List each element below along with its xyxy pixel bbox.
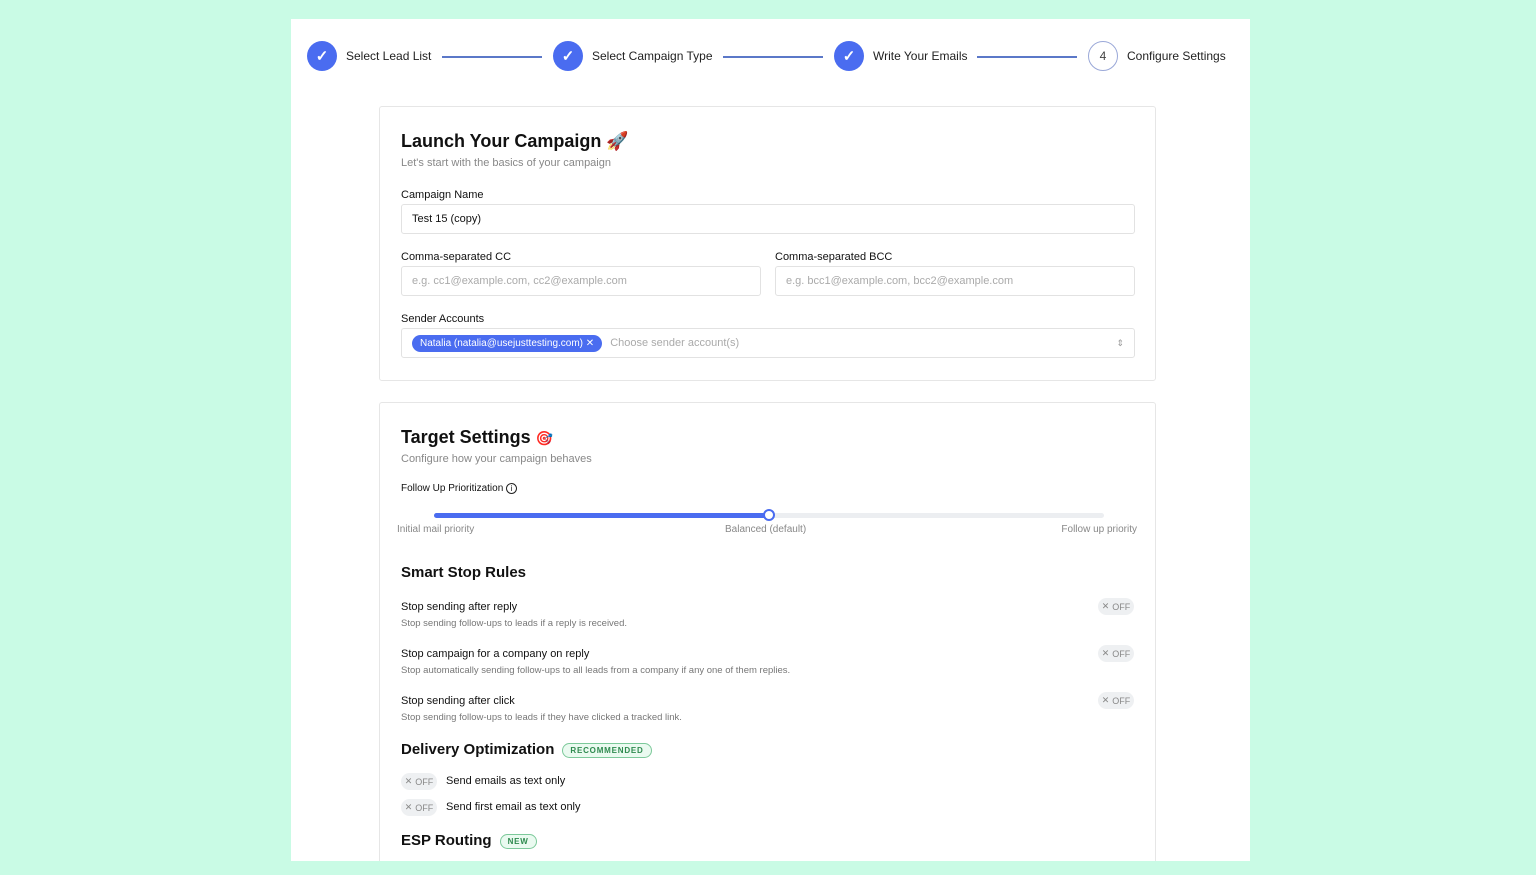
option-label: Send first email as text only	[446, 801, 581, 813]
bcc-input[interactable]: e.g. bcc1@example.com, bcc2@example.com	[775, 266, 1135, 296]
subtitle: Configure how your campaign behaves	[401, 453, 592, 465]
step-label: Write Your Emails	[873, 49, 968, 63]
chip-label: Natalia (natalia@usejusttesting.com)	[420, 337, 584, 349]
target-icon: 🎯	[535, 430, 554, 446]
step-configure-settings[interactable]: 4 Configure Settings	[1088, 41, 1226, 71]
stop-after-reply-toggle[interactable]: ✕ OFF	[1098, 598, 1134, 615]
esp-routing-title: ESP Routing NEW	[401, 832, 537, 849]
x-icon: ✕	[1101, 601, 1110, 611]
step-connector	[442, 56, 542, 58]
delivery-title: Delivery Optimization RECOMMENDED	[401, 741, 652, 758]
sender-accounts-label: Sender Accounts	[401, 313, 485, 325]
toggle-state: OFF	[1112, 648, 1131, 659]
slider-mid-label: Balanced (default)	[725, 524, 807, 535]
check-icon: ✓	[307, 41, 337, 71]
text-only-toggle[interactable]: ✕ OFF	[401, 773, 437, 790]
slider-min-label: Initial mail priority	[397, 524, 475, 535]
step-label: Configure Settings	[1127, 49, 1226, 63]
step-label: Select Lead List	[346, 49, 432, 63]
cc-input[interactable]: e.g. cc1@example.com, cc2@example.com	[401, 266, 761, 296]
step-write-your-emails[interactable]: ✓ Write Your Emails	[834, 41, 967, 71]
smart-stop-title: Smart Stop Rules	[401, 564, 527, 581]
step-connector	[723, 56, 823, 58]
campaign-name-input[interactable]: Test 15 (copy)	[401, 204, 1135, 234]
rule-desc: Stop sending follow-ups to leads if they…	[401, 712, 682, 723]
toggle-state: OFF	[415, 776, 434, 787]
bcc-label: Comma-separated BCC	[775, 251, 893, 263]
check-icon: ✓	[834, 41, 864, 71]
slider-fill	[434, 513, 769, 518]
x-icon: ✕	[404, 776, 413, 786]
slider-max-label: Follow up priority	[1061, 524, 1137, 535]
subtitle: Let's start with the basics of your camp…	[401, 157, 611, 169]
rocket-icon: 🚀	[606, 131, 629, 151]
first-text-only-toggle[interactable]: ✕ OFF	[401, 799, 437, 816]
slider-label: Follow Up Prioritization i	[401, 483, 518, 494]
x-icon: ✕	[404, 802, 413, 812]
section-title: Target Settings 🎯	[401, 427, 554, 447]
toggle-state: OFF	[1112, 601, 1131, 612]
step-connector	[977, 56, 1077, 58]
rule-desc: Stop automatically sending follow-ups to…	[401, 665, 791, 676]
rule-desc: Stop sending follow-ups to leads if a re…	[401, 618, 628, 629]
chevron-updown-icon: ⇕	[1116, 337, 1124, 348]
remove-icon[interactable]: ✕	[585, 337, 595, 349]
stop-company-toggle[interactable]: ✕ OFF	[1098, 645, 1134, 662]
option-label: Send emails as text only	[446, 775, 566, 787]
sender-placeholder: Choose sender account(s)	[610, 337, 740, 349]
target-settings-card: Target Settings 🎯 Configure how your cam…	[379, 402, 1156, 861]
toggle-state: OFF	[415, 802, 434, 813]
campaign-name-label: Campaign Name	[401, 189, 484, 201]
page-title: Launch Your Campaign 🚀	[401, 131, 629, 151]
step-number: 4	[1088, 41, 1118, 71]
step-select-campaign-type[interactable]: ✓ Select Campaign Type	[553, 41, 713, 71]
sender-accounts-select[interactable]: Natalia (natalia@usejusttesting.com) ✕ C…	[401, 328, 1135, 358]
x-icon: ✕	[1101, 695, 1110, 705]
rule-title: Stop sending after reply	[401, 601, 518, 613]
cc-label: Comma-separated CC	[401, 251, 512, 263]
step-label: Select Campaign Type	[592, 49, 713, 63]
prioritization-slider[interactable]	[434, 509, 1104, 521]
sender-chip[interactable]: Natalia (natalia@usejusttesting.com) ✕	[412, 334, 603, 352]
info-icon[interactable]: i	[506, 483, 518, 494]
new-badge: NEW	[499, 833, 537, 849]
rule-title: Stop campaign for a company on reply	[401, 648, 590, 660]
x-icon: ✕	[1101, 648, 1110, 658]
toggle-state: OFF	[1112, 695, 1131, 706]
step-select-lead-list[interactable]: ✓ Select Lead List	[307, 41, 431, 71]
launch-campaign-card: Launch Your Campaign 🚀 Let's start with …	[379, 106, 1156, 381]
recommended-badge: RECOMMENDED	[562, 742, 652, 758]
rule-title: Stop sending after click	[401, 695, 515, 707]
check-icon: ✓	[553, 41, 583, 71]
wizard-panel: ✓ Select Lead List ✓ Select Campaign Type …	[291, 19, 1250, 861]
slider-thumb[interactable]	[763, 509, 775, 521]
stop-after-click-toggle[interactable]: ✕ OFF	[1098, 692, 1134, 709]
